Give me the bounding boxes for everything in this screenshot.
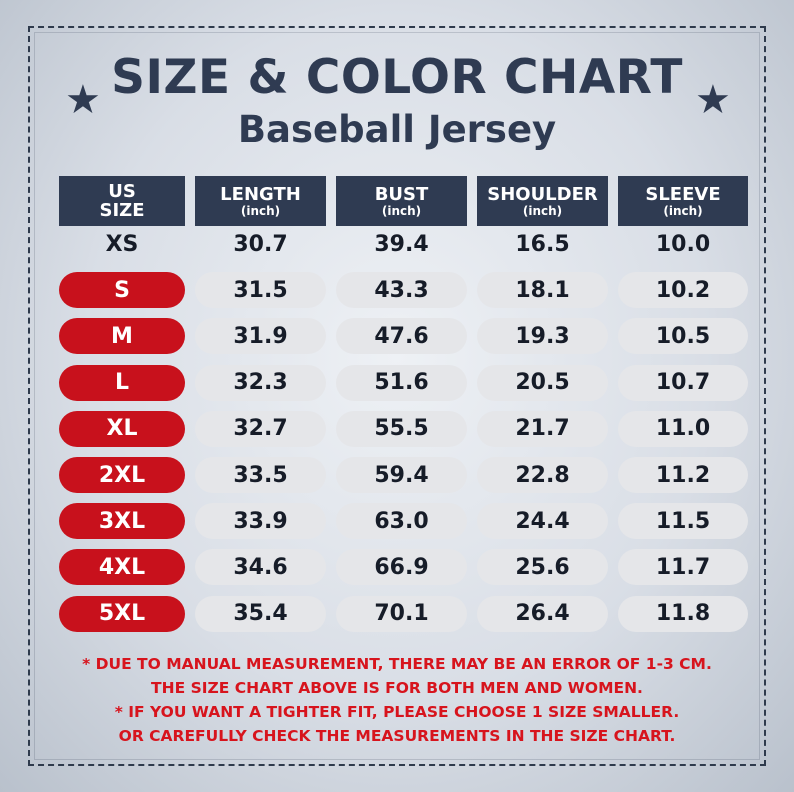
header-label: US [108,181,136,202]
size-label: XS [105,231,139,257]
size-label: M [59,318,185,355]
length-value: 33.9 [195,503,326,540]
note-line: THE SIZE CHART ABOVE IS FOR BOTH MEN AND… [151,679,643,697]
note-line: OR CAREFULLY CHECK THE MEASUREMENTS IN T… [118,727,676,745]
table-row: 3XL 33.9 63.0 24.4 11.5 [0,503,794,540]
shoulder-value: 19.3 [477,318,608,355]
star-icon: ★ [65,77,101,123]
bust-value: 70.1 [336,595,467,632]
shoulder-value: 20.5 [477,364,608,401]
dashed-frame [28,26,766,766]
bust-value: 55.5 [336,410,467,447]
header-label: SLEEVE [645,183,721,205]
table-row: 5XL 35.4 70.1 26.4 11.8 [0,595,794,632]
sleeve-value: 11.5 [618,503,748,540]
bust-value: 59.4 [336,457,467,493]
length-value: 33.5 [195,457,326,493]
table-row: M 31.9 47.6 19.3 10.5 [0,318,794,355]
star-icon: ★ [695,77,731,123]
inner-frame [34,32,760,760]
length-value: 31.5 [195,272,326,309]
sleeve-value: 11.2 [618,457,748,493]
sleeve-value: 11.7 [618,549,748,586]
table-row: S 31.5 43.3 18.1 10.2 [0,272,794,309]
table-row: XS 30.7 39.4 16.5 10.0 [0,226,794,262]
header-unit: (inch) [522,203,563,218]
sleeve-value: 10.0 [655,231,711,257]
size-label: XL [59,410,185,447]
size-label: 3XL [59,503,185,540]
shoulder-value: 25.6 [477,549,608,586]
header-label: SIZE [99,200,145,221]
header-label: SHOULDER [487,183,598,205]
length-value: 31.9 [195,318,326,355]
shoulder-value: 16.5 [515,231,570,257]
header-length: LENGTH (inch) [195,176,326,226]
shoulder-value: 26.4 [477,595,608,632]
header-sleeve: SLEEVE (inch) [618,176,748,226]
sleeve-value: 11.8 [618,595,748,632]
bust-value: 63.0 [336,503,467,540]
bust-value: 47.6 [336,318,467,355]
note-line: * DUE TO MANUAL MEASUREMENT, THERE MAY B… [82,655,712,673]
bust-value: 66.9 [336,549,467,586]
shoulder-value: 22.8 [477,457,608,493]
table-row: 2XL 33.5 59.4 22.8 11.2 [0,457,794,493]
header-unit: (inch) [663,203,703,218]
shoulder-value: 21.7 [477,410,608,447]
size-label: 4XL [59,549,185,586]
header-label: LENGTH [220,183,301,205]
header-unit: (inch) [240,203,281,218]
table-row: 4XL 34.6 66.9 25.6 11.7 [0,549,794,586]
header-bust: BUST (inch) [336,176,467,226]
header-us-size: US SIZE [59,176,185,226]
length-value: 30.7 [233,231,288,257]
table-row: XL 32.7 55.5 21.7 11.0 [0,410,794,447]
length-value: 32.7 [195,410,326,447]
sleeve-value: 10.7 [618,364,748,401]
sleeve-value: 11.0 [618,410,748,447]
page-subtitle: Baseball Jersey [237,108,557,151]
header-shoulder: SHOULDER (inch) [477,176,608,226]
sleeve-value: 10.2 [618,272,748,309]
page-title: SIZE & COLOR CHART [111,50,683,105]
size-label: 2XL [59,457,185,493]
note-line: * IF YOU WANT A TIGHTER FIT, PLEASE CHOO… [114,703,680,721]
size-label: S [59,272,185,309]
size-label: 5XL [59,595,185,632]
sleeve-value: 10.5 [618,318,748,355]
shoulder-value: 18.1 [477,272,608,309]
length-value: 34.6 [195,549,326,586]
bust-value: 51.6 [336,364,467,401]
bust-value: 43.3 [336,272,467,309]
table-row: L 32.3 51.6 20.5 10.7 [0,364,794,401]
bust-value: 39.4 [374,231,429,257]
shoulder-value: 24.4 [477,503,608,540]
size-label: L [59,364,185,401]
length-value: 32.3 [195,364,326,401]
length-value: 35.4 [195,595,326,632]
header-unit: (inch) [381,203,422,218]
header-label: BUST [374,183,429,205]
notes-block: * DUE TO MANUAL MEASUREMENT, THERE MAY B… [0,652,794,748]
